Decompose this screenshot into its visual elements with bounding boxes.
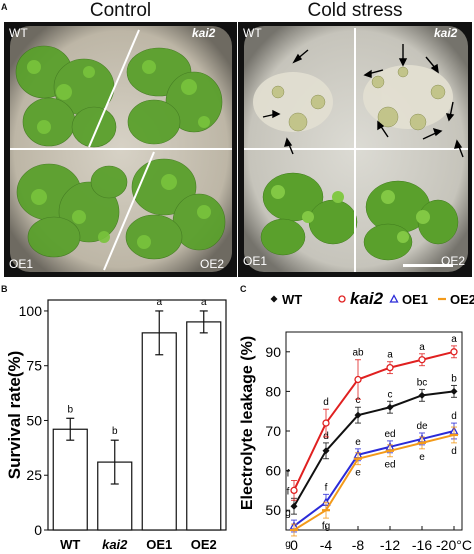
significance-letter: a: [156, 297, 162, 308]
control-label-oe1: OE1: [9, 257, 34, 271]
data-point: [290, 486, 298, 495]
cold-label-wt: WT: [243, 26, 262, 40]
data-point: [354, 375, 362, 384]
x-tick-label: -20°C: [436, 537, 472, 553]
significance-letter: fg: [322, 521, 330, 532]
legend-marker: [389, 294, 399, 303]
y-tick-label: 25: [26, 467, 42, 483]
y-tick-label: 50: [26, 412, 42, 428]
x-tick-label: -12: [380, 537, 400, 553]
significance-letter: ed: [384, 460, 395, 471]
data-point: [322, 447, 330, 455]
significance-letter: bc: [417, 377, 428, 388]
significance-letter: a: [387, 350, 393, 361]
significance-letter: ab: [352, 348, 364, 359]
bar: [141, 332, 177, 531]
x-tick-label: OE1: [146, 537, 172, 552]
significance-letter: f: [287, 486, 290, 497]
series-line: [293, 350, 455, 491]
significance-letter: ed: [384, 429, 395, 440]
y-tick-label: 0: [34, 522, 42, 538]
y-tick-label: 90: [265, 344, 281, 360]
data-point: [354, 411, 362, 419]
control-plate-photo: WT kai2 OE1 OE2: [4, 22, 237, 277]
legend-label: WT: [282, 292, 302, 307]
data-point: [386, 363, 394, 372]
y-tick-label: 75: [26, 358, 42, 374]
cold-stress-title: Cold stress: [307, 0, 403, 21]
x-tick-label: -8: [352, 537, 365, 553]
survival-rate-chart: 0 25 50 75 100 Survival rate(%) b WT b kai2 a OE1 a O…: [5, 297, 227, 552]
significance-letter: d: [451, 411, 457, 422]
x-tick-label: WT: [60, 537, 80, 552]
y-axis-title: Survival rate(%): [5, 351, 24, 480]
significance-letter: f: [287, 469, 290, 480]
data-point: [418, 391, 426, 399]
y-tick-label: 50: [265, 502, 281, 518]
y-tick-label: 60: [265, 463, 281, 479]
cold-label-kai2: kai2: [434, 26, 458, 40]
significance-letter: a: [451, 334, 457, 345]
panel-a-letter: A: [1, 2, 8, 12]
legend-label: kai2: [350, 289, 384, 308]
x-tick-label: kai2: [102, 537, 128, 552]
control-label-oe2: OE2: [200, 257, 225, 271]
significance-letter: e: [419, 452, 425, 463]
data-point: [450, 387, 458, 395]
y-tick-label: 70: [265, 423, 281, 439]
x-tick-label: -4: [320, 537, 333, 553]
y-axis-title: Electrolyte leakage (%): [239, 336, 256, 510]
control-label-wt: WT: [9, 26, 28, 40]
y-tick-label: 80: [265, 383, 281, 399]
x-tick-label: OE2: [191, 537, 217, 552]
series-line: [293, 430, 455, 527]
significance-letter: d: [323, 397, 329, 408]
data-point: [290, 502, 298, 510]
legend-marker: [338, 295, 346, 303]
plot-frame: [47, 299, 227, 531]
significance-letter: c: [388, 389, 393, 400]
x-tick-label: 0: [290, 537, 298, 553]
significance-letter: c: [356, 395, 361, 406]
data-point: [322, 419, 330, 427]
x-tick-label: -16: [412, 537, 432, 553]
y-tick-label: 100: [19, 303, 43, 319]
significance-letter: f: [325, 482, 328, 493]
cold-label-oe2: OE2: [441, 254, 466, 268]
significance-letter: b: [67, 404, 73, 415]
significance-letter: b: [451, 373, 457, 384]
significance-letter: d: [451, 446, 457, 457]
electrolyte-leakage-chart: 50 60 70 80 90 0 -4 -8 -12 -16 -20°C Electrolyte le…: [239, 289, 474, 553]
significance-letter: g: [285, 508, 291, 519]
cold-label-oe1: OE1: [243, 254, 268, 268]
significance-letter: a: [419, 342, 425, 353]
data-point: [450, 348, 458, 356]
plot-frame: [285, 331, 463, 531]
significance-letter: b: [112, 426, 118, 437]
legend-marker: [270, 295, 278, 303]
bar: [186, 321, 222, 531]
data-point: [418, 356, 426, 364]
control-label-kai2: kai2: [192, 26, 216, 40]
significance-letter: e: [355, 437, 361, 448]
significance-letter: de: [416, 421, 428, 432]
legend-label: OE2: [450, 292, 474, 307]
series-line: [293, 390, 455, 507]
series-line: [293, 433, 455, 531]
bar: [97, 461, 133, 531]
cold-stress-plate-photo: WT kai2 OE1 OE2: [238, 22, 472, 277]
significance-letter: g: [285, 539, 291, 550]
bar: [52, 428, 88, 531]
legend-label: OE1: [402, 292, 428, 307]
significance-letter: e: [355, 468, 361, 479]
data-point: [386, 403, 394, 411]
significance-letter: a: [201, 297, 207, 308]
control-title: Control: [89, 0, 152, 21]
panel-b-letter: B: [1, 284, 8, 294]
panel-c-letter: C: [240, 284, 247, 294]
